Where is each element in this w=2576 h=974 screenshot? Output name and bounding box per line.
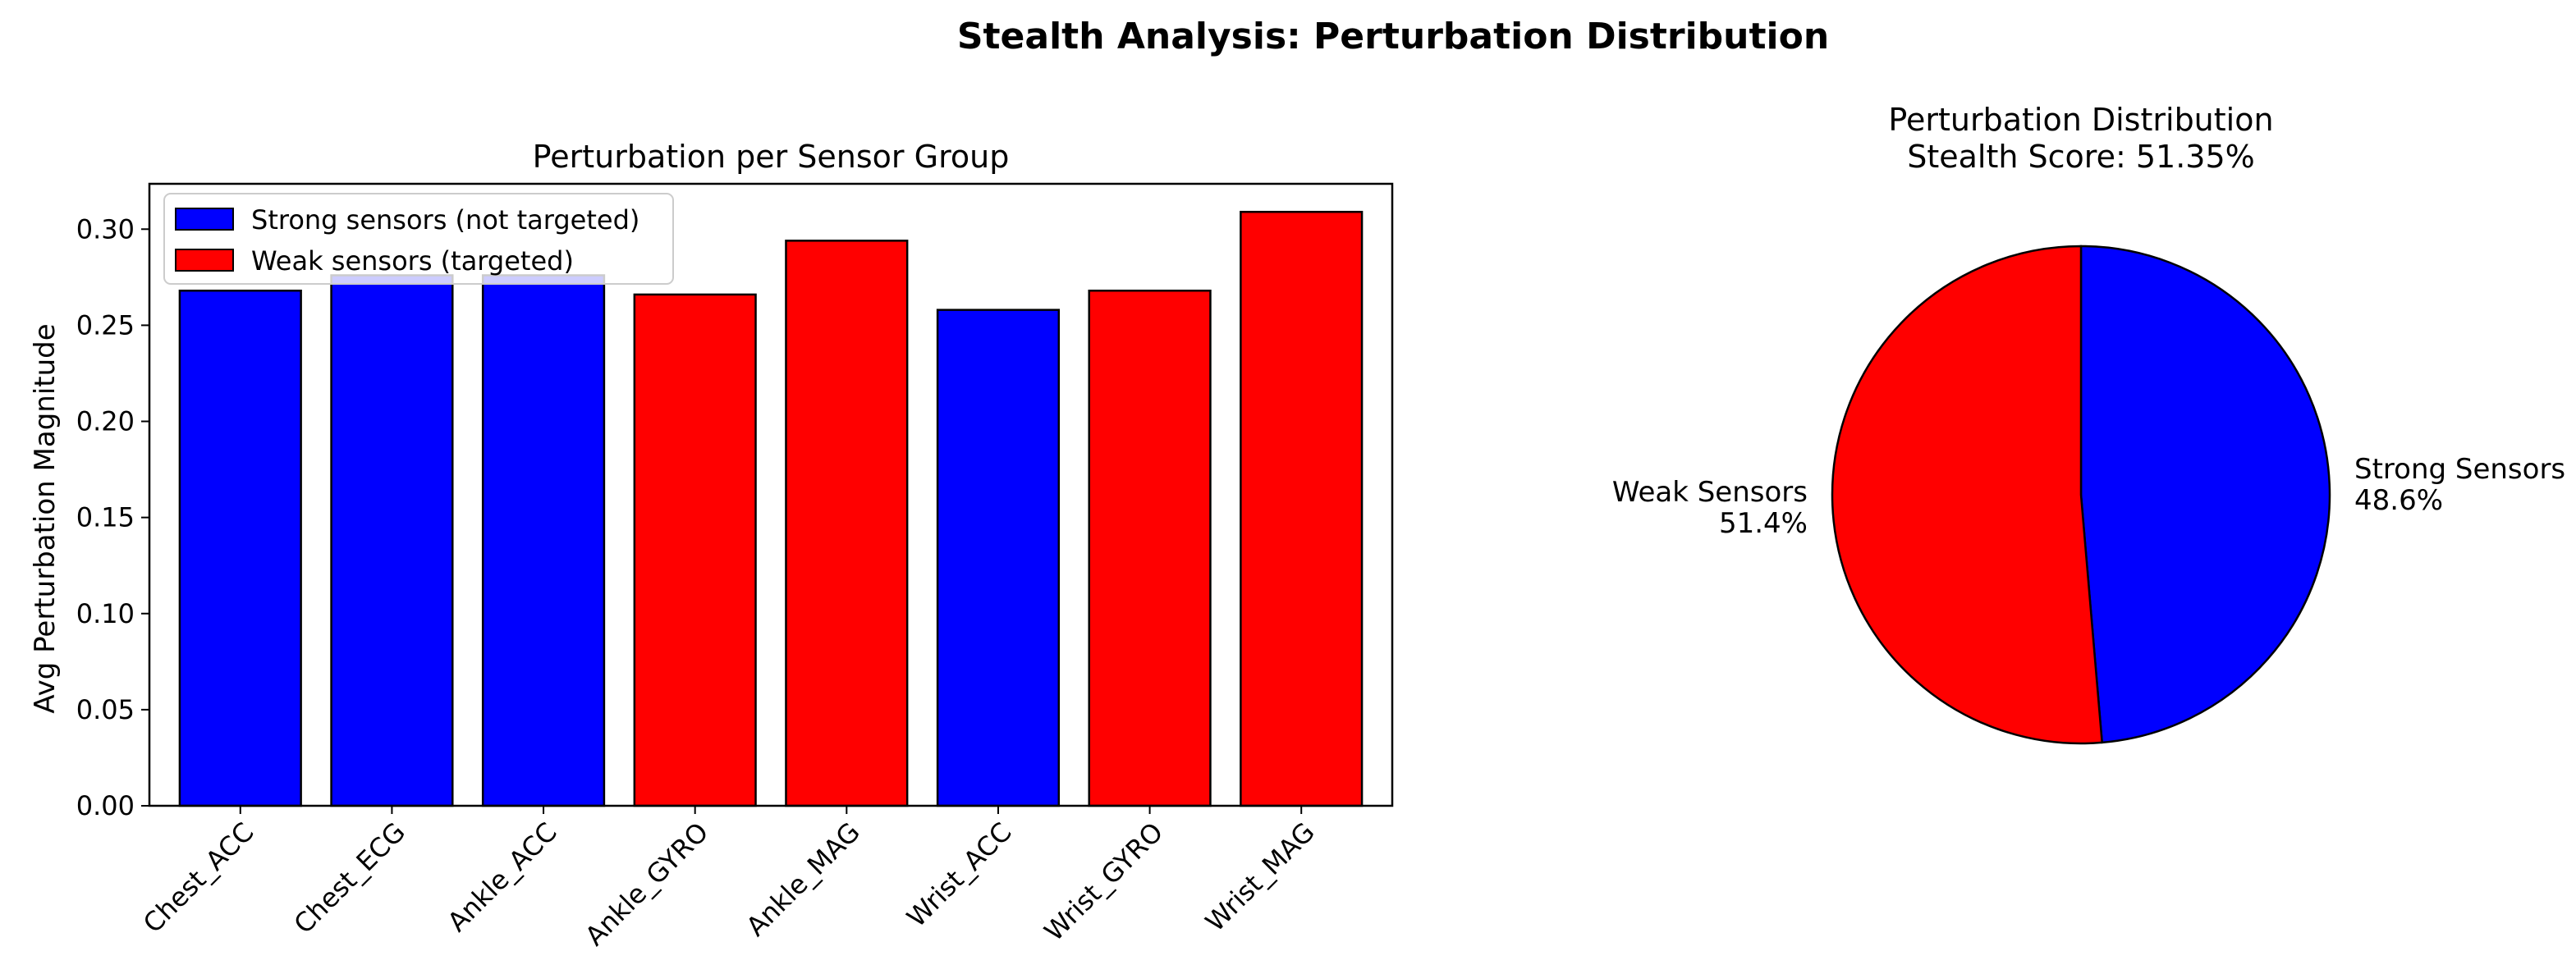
bar-chest-ecg xyxy=(330,274,454,807)
x-tick-label: Chest_ACC xyxy=(137,816,260,940)
pie-slice-weak-sensors xyxy=(1831,245,2104,745)
x-tick-label: Chest_ECG xyxy=(288,816,412,940)
bar-ankle-acc xyxy=(481,274,606,807)
bar-ankle-gyro xyxy=(633,293,757,807)
legend-swatch-weak xyxy=(175,249,234,272)
bar-series xyxy=(178,210,1364,807)
legend-box xyxy=(163,193,674,285)
x-tick-label: Ankle_ACC xyxy=(442,816,563,938)
bar-chart-legend: Strong sensors (not targeted) Weak senso… xyxy=(163,193,674,285)
y-tick-label: 0.20 xyxy=(76,406,135,437)
pie-label-weak-sensors: Weak Sensors 51.4% xyxy=(1612,476,1808,540)
y-axis-ticks: 0.00 0.05 0.10 0.15 0.20 0.25 0.30 xyxy=(76,213,149,821)
pie-labels: Strong Sensors 48.6% Weak Sensors 51.4% xyxy=(1612,453,2565,540)
pie-slices xyxy=(1831,245,2331,745)
bar-chart: Perturbation per Sensor Group Avg Pertur… xyxy=(29,139,1394,952)
legend-swatch-strong xyxy=(175,208,234,231)
x-tick-label: Wrist_MAG xyxy=(1199,816,1321,938)
x-axis-ticks: Chest_ACC Chest_ECG Ankle_ACC Ankle_GYRO Ank… xyxy=(137,806,1321,952)
pie-slice-strong-sensors xyxy=(2079,245,2331,744)
bar-chest-acc xyxy=(178,289,302,807)
y-tick-label: 0.15 xyxy=(76,502,135,533)
x-tick-label: Ankle_MAG xyxy=(740,816,866,942)
bar-wrist-mag xyxy=(1240,210,1364,807)
bar-wrist-gyro xyxy=(1088,289,1212,807)
figure-suptitle: Stealth Analysis: Perturbation Distribut… xyxy=(957,16,1829,57)
x-tick-label: Wrist_GYRO xyxy=(1038,816,1170,948)
bar-wrist-acc xyxy=(936,309,1061,807)
y-tick-label: 0.00 xyxy=(76,790,135,821)
y-tick-label: 0.10 xyxy=(76,598,135,629)
bar-chart-frame xyxy=(148,182,1394,807)
legend-label-strong: Strong sensors (not targeted) xyxy=(251,204,639,235)
y-tick-label: 0.05 xyxy=(76,694,135,725)
bar-chart-title: Perturbation per Sensor Group xyxy=(533,139,1010,175)
bar-chart-ylabel: Avg Perturbation Magnitude xyxy=(29,323,62,713)
y-tick-label: 0.30 xyxy=(76,213,135,245)
pie-chart-title: Perturbation Distribution xyxy=(1888,102,2273,138)
bar-ankle-mag xyxy=(785,240,909,807)
y-tick-label: 0.25 xyxy=(76,309,135,341)
pie-chart: Perturbation Distribution Stealth Score:… xyxy=(1612,102,2565,745)
legend-label-weak: Weak sensors (targeted) xyxy=(251,245,574,277)
x-tick-label: Ankle_GYRO xyxy=(579,816,714,952)
pie-chart-subtitle: Stealth Score: 51.35% xyxy=(1907,139,2255,175)
pie-label-strong-sensors: Strong Sensors 48.6% xyxy=(2354,453,2565,517)
x-tick-label: Wrist_ACC xyxy=(901,816,1017,933)
